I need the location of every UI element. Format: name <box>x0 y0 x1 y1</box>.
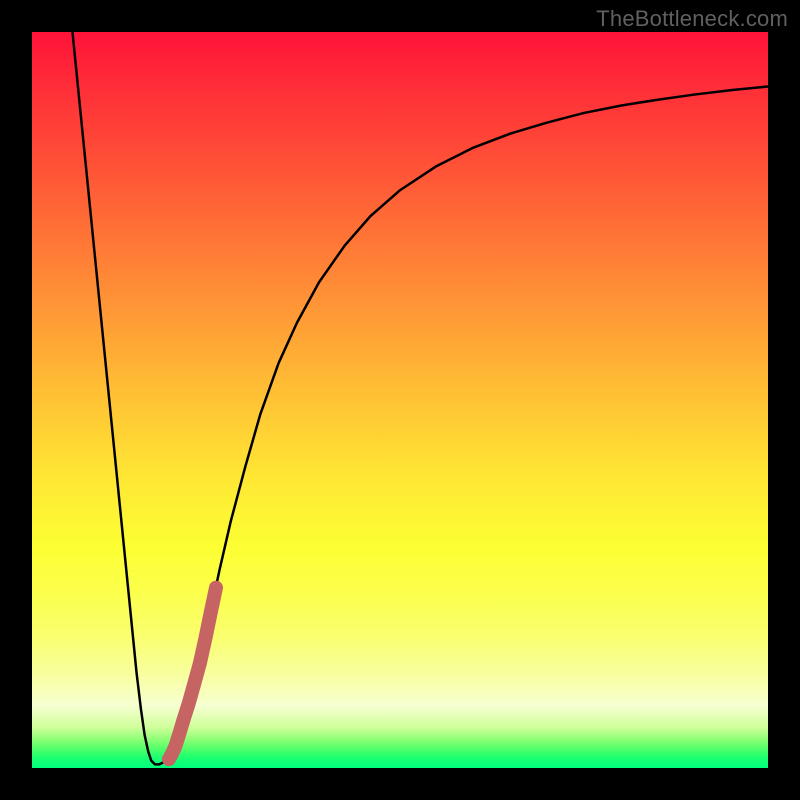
chart-plot-area <box>32 32 768 768</box>
chart-container: TheBottleneck.com <box>0 0 800 800</box>
bottleneck-chart <box>0 0 800 800</box>
watermark-text: TheBottleneck.com <box>596 6 788 32</box>
